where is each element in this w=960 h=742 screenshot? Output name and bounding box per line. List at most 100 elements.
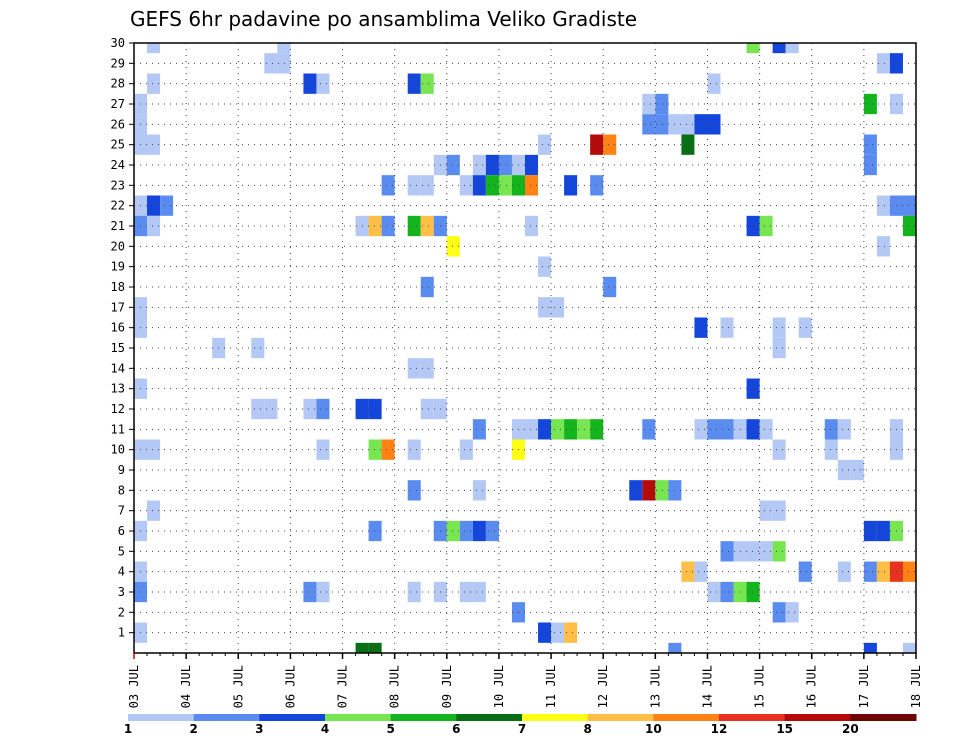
- colorbar-label: 5: [386, 722, 394, 736]
- heatmap-cell: [824, 439, 838, 460]
- colorbar-label: 8: [583, 722, 591, 736]
- heatmap-cell: [498, 154, 512, 176]
- heatmap-cell: [863, 642, 877, 653]
- heatmap-cell: [303, 73, 317, 94]
- heatmap-cell: [772, 439, 786, 460]
- heatmap-cell: [251, 398, 265, 420]
- x-tick-label: 04 JUL: [179, 665, 193, 708]
- heatmap-cell: [381, 215, 395, 237]
- heatmap-cell: [876, 520, 890, 542]
- heatmap-cell: [420, 276, 434, 298]
- x-tick-label: 16 JUL: [805, 665, 819, 708]
- colorbar: 1 2 3 4 5 6 7 8 10 12 15 20: [124, 714, 917, 736]
- heatmap-cell: [551, 297, 565, 318]
- heatmap-cell: [564, 419, 578, 440]
- x-tick-label: 09 JUL: [440, 665, 454, 708]
- heatmap-cell: [538, 622, 552, 643]
- heatmap-cell: [316, 73, 330, 94]
- colorbar-swatch: [653, 714, 720, 721]
- heatmap-cell: [147, 43, 161, 54]
- heatmap-cell: [772, 500, 786, 521]
- heatmap-cell: [746, 43, 760, 54]
- heatmap-cell: [798, 317, 812, 338]
- heatmap-cell: [525, 175, 539, 196]
- colorbar-label: 4: [321, 722, 329, 736]
- heatmap-cell: [746, 541, 760, 562]
- y-tick-label: 24: [111, 158, 125, 172]
- colorbar-label: 2: [189, 722, 197, 736]
- heatmap-cell: [707, 114, 721, 135]
- heatmap-cell: [902, 195, 916, 216]
- heatmap-cell: [850, 459, 864, 481]
- heatmap-cell: [759, 419, 773, 440]
- y-tick-label: 12: [111, 402, 125, 416]
- heatmap-cell: [459, 520, 473, 542]
- heatmap-cell: [407, 175, 421, 196]
- heatmap-cell: [316, 398, 330, 420]
- y-tick-label: 18: [111, 280, 125, 294]
- x-tick-label: 14 JUL: [700, 665, 714, 708]
- y-tick-label: 26: [111, 117, 125, 131]
- heatmap-cell: [564, 175, 578, 196]
- heatmap-cell: [902, 215, 916, 237]
- colorbar-swatch: [456, 714, 523, 721]
- heatmap-cell: [694, 419, 708, 440]
- heatmap-cell: [538, 419, 552, 440]
- heatmap-cell: [407, 358, 421, 379]
- heatmap-cell: [551, 419, 565, 440]
- heatmap-cell: [407, 480, 421, 501]
- y-tick-label: 13: [111, 382, 125, 396]
- y-tick-label: 8: [118, 483, 125, 497]
- heatmap-cell: [538, 297, 552, 318]
- heatmap-cell: [147, 195, 161, 216]
- heatmap-cell: [446, 520, 460, 542]
- heatmap-cell: [355, 642, 369, 653]
- colorbar-label: 1: [124, 722, 132, 736]
- heatmap-cell: [681, 134, 695, 155]
- heatmap-cell: [746, 419, 760, 440]
- y-tick-label: 3: [118, 585, 125, 599]
- colorbar-label: 6: [452, 722, 460, 736]
- heatmap-cell: [707, 419, 721, 440]
- colorbar-label: 3: [255, 722, 263, 736]
- heatmap-cell: [694, 561, 708, 582]
- heatmap-cell: [694, 317, 708, 338]
- colorbar-swatch: [325, 714, 392, 721]
- y-tick-label: 25: [111, 138, 125, 152]
- heatmap-cell: [538, 256, 552, 277]
- heatmap-cell: [381, 175, 395, 196]
- heatmap-cell: [459, 439, 473, 460]
- heatmap-cell: [485, 175, 499, 196]
- x-tick-label: 08 JUL: [388, 665, 402, 708]
- y-tick-label: 9: [118, 463, 125, 477]
- y-tick-label: 21: [111, 219, 125, 233]
- heatmap-cell: [603, 276, 617, 298]
- heatmap-cell: [837, 459, 851, 481]
- heatmap-cell: [746, 378, 760, 399]
- heatmap-cell: [681, 114, 695, 135]
- heatmap-cell: [707, 73, 721, 94]
- y-axis-ticks: 1234567891011121314151617181920212223242…: [111, 36, 134, 640]
- y-tick-label: 17: [111, 300, 125, 314]
- heatmap-cell: [264, 53, 278, 74]
- heatmap-cell: [316, 581, 330, 603]
- heatmap-cell: [863, 520, 877, 542]
- heatmap-cell: [251, 337, 265, 359]
- heatmap-cell: [538, 134, 552, 155]
- heatmap-cell: [407, 73, 421, 94]
- heatmap-cell: [603, 134, 617, 155]
- x-tick-label: 15 JUL: [753, 665, 767, 708]
- heatmap-cell: [368, 439, 382, 460]
- heatmap-cell: [681, 561, 695, 582]
- colorbar-swatch: [193, 714, 260, 721]
- x-tick-label: 18 JUL: [909, 665, 923, 708]
- y-tick-label: 23: [111, 178, 125, 192]
- heatmap-cell: [759, 215, 773, 237]
- y-tick-label: 14: [111, 361, 125, 375]
- y-tick-label: 2: [118, 605, 125, 619]
- heatmap-cell: [147, 215, 161, 237]
- heatmap-cell: [420, 398, 434, 420]
- heatmap-cell: [720, 419, 734, 440]
- heatmap-cell: [472, 520, 486, 542]
